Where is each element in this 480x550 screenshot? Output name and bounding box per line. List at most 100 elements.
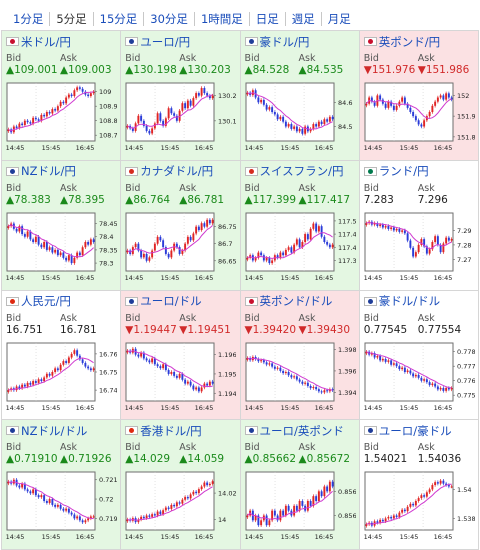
candle [298,501,301,511]
candle [73,514,76,519]
candle [270,107,273,112]
pair-title-link[interactable]: 香港ドル/円 [125,423,235,438]
candle [289,374,292,377]
candle [376,355,379,357]
mini-chart[interactable]: 0.778 0.777 0.776 0.775 14:45 15:45 16:45 [363,340,475,414]
candle [165,363,168,370]
bid-label: Bid [125,442,141,454]
mini-chart[interactable]: 1.196 1.195 1.194 14:45 15:45 16:45 [124,340,236,414]
mini-chart[interactable]: 117.5 117.45 117.4 117.35 14:45 15:45 16:45 [244,210,356,284]
pair-title-link[interactable]: スイスフラン/円 [244,164,355,179]
pair-title-link[interactable]: NZドル/円 [6,164,116,179]
bid-value: 16.751 [6,323,43,336]
pair-title-link[interactable]: 人民元/円 [6,294,116,309]
pair-title-link[interactable]: ユーロ/ドル [125,294,235,309]
candle [392,362,395,365]
candle [270,260,273,263]
bid-value: 7.283 [363,193,394,206]
pair-title-link[interactable]: ランド/円 [363,164,474,179]
x-tick-label: 15:45 [280,144,299,152]
candle [195,492,198,494]
candle [278,510,281,521]
mini-chart[interactable]: 1.54 1.538 14:45 15:45 16:45 [363,469,475,543]
mini-chart[interactable]: 0.721 0.72 0.719 14:45 15:45 16:45 [5,469,117,543]
candle [81,358,84,363]
candle [378,520,381,523]
pair-title-link[interactable]: ユーロ/円 [125,34,235,49]
candle [43,114,46,117]
candle [273,112,276,115]
mini-chart[interactable]: 16.76 16.75 16.74 14:45 15:45 16:45 [5,340,117,414]
candle [278,116,281,120]
candle [18,386,21,388]
tab-週足[interactable]: 週足 [286,12,322,26]
mini-chart[interactable]: 130.2 130.1 14:45 15:45 16:45 [124,80,236,154]
pair-title-link[interactable]: 豪ドル/ドル [363,294,474,309]
tab-30分足[interactable]: 30分足 [144,12,195,26]
candle [209,95,212,99]
candle [322,119,325,125]
candle [267,107,270,110]
candle [178,373,181,378]
pair-title-link[interactable]: ユーロ/英ポンド [244,423,355,438]
x-tick-label: 15:45 [280,274,299,282]
y-tick-label: 1.398 [338,345,356,353]
x-tick-label: 16:45 [314,274,333,282]
x-tick-label: 14:45 [125,404,144,412]
candle [392,227,395,231]
y-tick-label: 0.72 [99,496,113,504]
pair-name: 英ポンド/ドル [259,294,333,308]
candle [289,124,292,129]
candle [48,499,51,504]
mini-chart[interactable]: 0.8565 0.856 14:45 15:45 16:45 [244,469,356,543]
tab-日足[interactable]: 日足 [250,12,286,26]
tab-1時間足[interactable]: 1時間足 [195,12,250,26]
mini-chart[interactable]: 1.398 1.396 1.394 14:45 15:45 16:45 [244,340,356,414]
candle [450,238,453,241]
bid-value: ▲86.764 [125,193,171,206]
candle [76,516,79,519]
ask-value: ▲0.85672 [298,453,351,466]
x-tick-label: 15:45 [42,533,61,541]
candle [54,367,57,372]
pair-title-link[interactable]: ユーロ/豪ドル [363,423,474,438]
candle [403,97,406,104]
tab-15分足[interactable]: 15分足 [94,12,145,26]
candle [398,101,401,106]
tab-月足[interactable]: 月足 [327,12,351,26]
candle [148,257,151,261]
candle [211,381,214,384]
candle [198,489,201,494]
pair-title-link[interactable]: 米ドル/円 [6,34,116,49]
pair-title-link[interactable]: NZドル/ドル [6,423,116,438]
pair-title-link[interactable]: 豪ドル/円 [244,34,355,49]
x-tick-label: 16:45 [314,404,333,412]
mini-chart[interactable]: 84.6 84.5 14:45 15:45 16:45 [244,80,356,154]
candle [195,93,198,99]
candle [170,250,173,258]
pair-name: NZドル/ドル [21,423,88,438]
tab-1分足[interactable]: 1分足 [7,12,51,26]
candle [320,491,323,497]
candle [439,387,442,389]
mini-chart[interactable]: 78.45 78.4 78.35 78.3 14:45 15:45 16:45 [5,210,117,284]
tab-5分足[interactable]: 5分足 [50,12,94,26]
pair-title-link[interactable]: 英ポンド/円 [363,34,474,49]
candlestick-chart: 0.778 0.777 0.776 0.775 14:45 15:45 16:45 [363,342,475,412]
mini-chart[interactable]: 7.29 7.28 7.27 14:45 15:45 16:45 [363,210,475,284]
candle [203,383,206,387]
mini-chart[interactable]: 152 151.9 151.8 14:45 15:45 16:45 [363,80,475,154]
candle [192,98,195,106]
candle [381,99,384,104]
candlestick-chart: 86.75 86.7 86.65 14:45 15:45 16:45 [125,212,236,282]
candle [433,101,436,106]
y-tick-label: 1.396 [338,367,356,375]
pair-title-link[interactable]: 英ポンド/ドル [244,294,355,309]
pair-title-link[interactable]: カナダドル/円 [125,164,235,179]
moving-average-line [246,232,333,259]
pair-name: 米ドル/円 [21,34,71,49]
mini-chart[interactable]: 86.75 86.7 86.65 14:45 15:45 16:45 [124,210,236,284]
mini-chart[interactable]: 109 108.9 108.8 108.7 14:45 15:45 16:45 [5,80,117,154]
mini-chart[interactable]: 14.02 14 14:45 15:45 16:45 [124,469,236,543]
candle [137,115,140,124]
